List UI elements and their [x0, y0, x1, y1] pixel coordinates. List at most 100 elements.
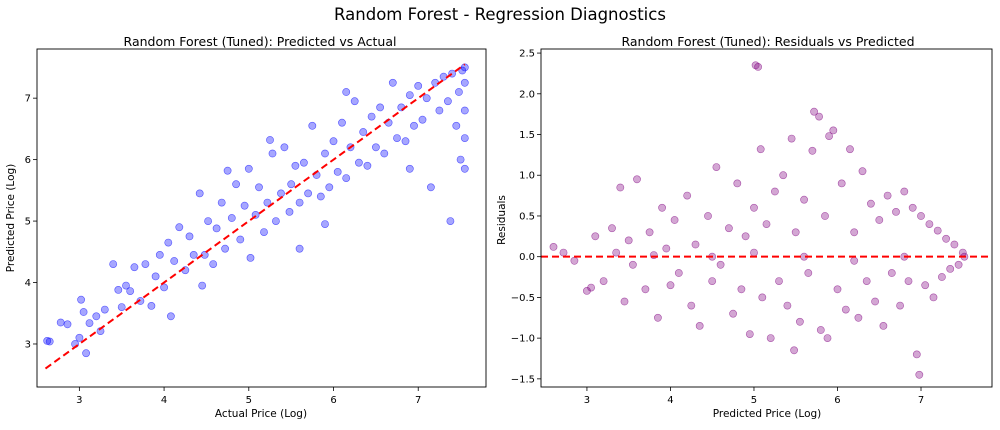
left-scatter-point-75: [376, 103, 384, 112]
left-y-tick-label: 7: [25, 94, 31, 105]
predicted-vs-actual-panel: Random Forest (Tuned): Predicted vs Actu…: [5, 34, 487, 420]
left-scatter-point-15: [117, 303, 126, 311]
left-scatter-point-107: [198, 281, 207, 290]
right-scatter-point-34: [741, 232, 750, 241]
right-scatter-point-43: [771, 187, 779, 196]
left-scatter-point-34: [204, 217, 212, 225]
left-scatter-point-83: [410, 121, 418, 130]
left-scatter-point-23: [155, 250, 164, 259]
left-scatter-point-94: [452, 121, 461, 130]
left-scatter-point-36: [212, 224, 221, 233]
left-scatter-point-44: [246, 253, 255, 262]
right-x-tick-label: 4: [667, 395, 673, 406]
right-scatter-point-13: [633, 175, 641, 184]
right-scatter-point-86: [933, 226, 942, 235]
left-scatter-point-59: [308, 121, 317, 130]
left-scatter-point-58: [304, 189, 312, 198]
right-scatter-point-89: [946, 264, 955, 273]
right-scatter-point-49: [791, 228, 800, 237]
right-scatter-point-71: [875, 216, 884, 224]
right-y-tick-label: −0.5: [511, 293, 535, 304]
figure-suptitle: Random Forest - Regression Diagnostics: [334, 5, 666, 24]
left-scatter-point-74: [371, 143, 380, 152]
right-scatter-point-38: [754, 63, 762, 71]
right-scatter-point-25: [695, 321, 704, 330]
left-x-tick-label: 7: [415, 395, 421, 406]
left-x-tick-label: 4: [161, 395, 167, 406]
right-scatter-point-69: [867, 199, 875, 208]
right-scatter-point-23: [687, 301, 696, 310]
right-scatter-point-85: [929, 293, 938, 302]
left-scatter-point-78: [388, 78, 397, 87]
right-x-ticks: 3 4 5 6 7: [584, 387, 924, 406]
right-x-axis-label: Predicted Price (Log): [713, 408, 822, 420]
left-scatter-point-27: [170, 257, 179, 265]
right-scatter-point-67: [858, 167, 867, 176]
right-scatter-point-28: [712, 163, 721, 171]
left-scatter-point-64: [329, 137, 338, 146]
right-y-ticks: −1.5 −1.0 −0.5 0.0 0.5 1.0 1.5 2.0 2.5: [511, 49, 541, 385]
left-scatter-point-35: [209, 260, 218, 268]
left-scatter-point-40: [232, 180, 240, 189]
left-scatter-point-62: [321, 149, 329, 158]
right-scatter-point-95: [750, 248, 758, 257]
right-y-tick-label: 0.5: [519, 211, 535, 222]
left-scatter-point-17: [126, 287, 135, 295]
right-scatter-point-39: [756, 145, 765, 154]
right-scatter-point-17: [658, 203, 666, 212]
left-scatter-point-7: [79, 308, 88, 316]
left-scatter-point-5: [75, 333, 84, 342]
right-scatter-point-36: [750, 203, 758, 212]
right-scatter-point-68: [862, 277, 871, 285]
left-scatter-point-86: [422, 94, 431, 103]
right-scatter-point-60: [829, 126, 838, 135]
left-scatter-point-46: [255, 183, 263, 192]
right-scatter-point-91: [954, 260, 963, 269]
right-scatter-point-20: [670, 216, 679, 224]
left-scatter-point-66: [338, 118, 346, 127]
left-scatter-point-56: [295, 198, 304, 207]
right-y-axis-label: Residuals: [496, 195, 508, 245]
left-scatter-point-25: [164, 238, 173, 247]
right-scatter-point-33: [737, 285, 746, 294]
left-scatter-point-79: [393, 134, 401, 142]
right-scatter-point-45: [779, 171, 788, 180]
left-scatter-point-95: [454, 88, 463, 96]
right-scatter-point-42: [766, 334, 775, 342]
right-scatter-point-12: [629, 260, 637, 269]
left-scatter-point-91: [443, 97, 452, 106]
right-scatter-point-73: [883, 191, 892, 200]
left-scatter-point-8: [82, 349, 90, 358]
right-scatter-point-44: [775, 277, 783, 285]
left-x-axis-label: Actual Price (Log): [215, 408, 307, 420]
right-scatter-point-11: [624, 236, 633, 245]
left-scatter-point-28: [175, 223, 184, 232]
right-scatter-point-7: [608, 224, 616, 233]
left-y-tick-label: 5: [25, 217, 31, 228]
left-scatter-point-31: [189, 250, 198, 259]
left-y-tick-label: 6: [25, 155, 31, 166]
left-y-ticks: 3 4 5 6 7: [25, 94, 37, 350]
left-scatter-point-9: [85, 319, 94, 327]
right-scatter-point-59: [825, 132, 833, 140]
right-scatter-point-2: [570, 256, 579, 265]
left-scatter-point-51: [277, 189, 285, 198]
left-scatter-point-103: [266, 136, 274, 144]
left-scatter-point-3: [63, 320, 72, 329]
right-scatter-point-1: [559, 248, 568, 257]
left-scatter-point-22: [151, 272, 160, 281]
left-scatter-point-26: [166, 312, 175, 321]
residuals-vs-predicted-panel: Random Forest (Tuned): Residuals vs Pred…: [496, 34, 993, 420]
left-scatter-point-6: [77, 295, 85, 304]
left-scatter-point-52: [280, 143, 289, 152]
left-scatter-point-108: [405, 164, 414, 173]
left-x-tick-label: 3: [76, 395, 82, 406]
left-scatter-point-100: [460, 106, 469, 115]
right-scatter-point-40: [758, 293, 767, 302]
right-scatter-point-63: [841, 305, 850, 314]
left-scatter-point-63: [325, 183, 334, 192]
right-scatter-point-79: [908, 203, 917, 212]
right-scatter-point-0: [549, 242, 558, 251]
right-scatter-point-53: [808, 146, 817, 155]
left-scatter-point-2: [56, 318, 65, 327]
